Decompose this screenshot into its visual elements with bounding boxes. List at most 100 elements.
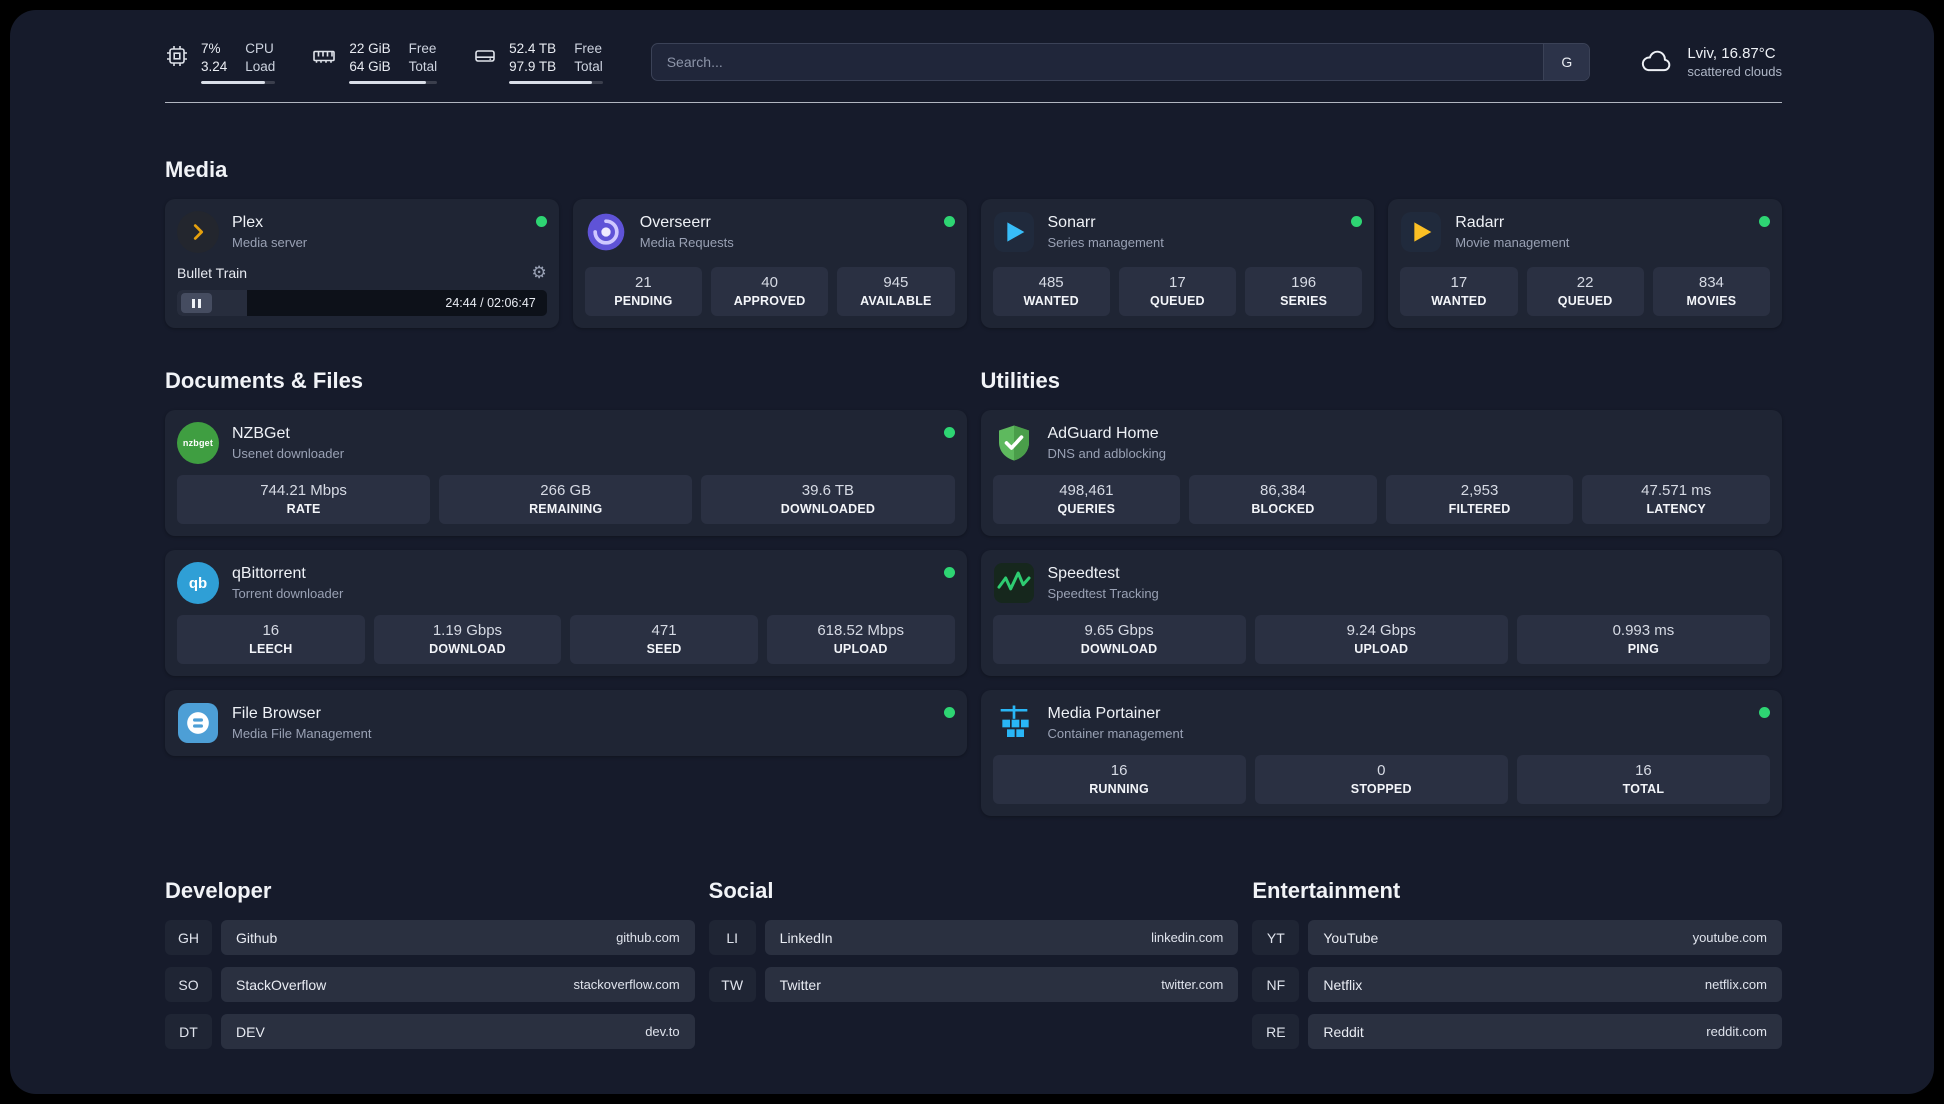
overseerr-card[interactable]: Overseerr Media Requests 21 PENDING 40 A… (572, 199, 967, 328)
filebrowser-icon (177, 702, 219, 744)
sonarr-icon (993, 211, 1035, 253)
stat-value: 834 (1698, 274, 1724, 291)
stat-value: 39.6 TB (801, 482, 855, 499)
stat-value: 498,461 (1059, 482, 1114, 499)
media-section-title: Media (165, 157, 228, 182)
bookmark-linkedin[interactable]: LI LinkedIn linkedin.com (708, 920, 1239, 955)
documents-section-title: Documents & Files (165, 368, 364, 393)
status-dot (943, 567, 955, 578)
stat-tile: 16 LEECH (177, 615, 365, 664)
stat-value: 16 (262, 622, 280, 639)
stat-tile: 39.6 TB DOWNLOADED (701, 475, 955, 524)
status-dot (1759, 216, 1770, 227)
bookmark-domain: dev.to (645, 1024, 680, 1039)
stat-value: 196 (1291, 274, 1317, 291)
app-title: Plex (232, 214, 264, 231)
stat-label: PENDING (614, 294, 673, 308)
speedtest-icon (993, 562, 1035, 604)
stat-tile: 17 WANTED (1400, 267, 1518, 316)
stat-tile: 9.24 Gbps UPLOAD (1254, 615, 1508, 664)
stat-tile: 266 GB REMAINING (439, 475, 693, 524)
qbittorrent-card[interactable]: qb qBittorrent Torrent downloader 16 LEE… (165, 550, 967, 676)
radarr-card[interactable]: Radarr Movie management 17 WANTED 22 QUE… (1388, 199, 1782, 328)
bookmark-youtube[interactable]: YT YouTube youtube.com (1252, 920, 1782, 955)
bookmark-name: DEV (236, 1023, 265, 1040)
cpu-bar (201, 81, 276, 84)
app-subtitle: Torrent downloader (232, 586, 344, 601)
cpu-widget: 7% CPU 3.24 Load (165, 40, 276, 84)
adguard-card[interactable]: AdGuard Home DNS and adblocking 498,461 … (980, 410, 1782, 536)
memory-widget: 22 GiB Free 64 GiB Total (311, 40, 438, 84)
stat-tile: 17 QUEUED (1118, 267, 1236, 316)
qbittorrent-icon-text: qb (188, 574, 208, 592)
disk-total-label: Total (574, 59, 603, 74)
stat-value: 40 (761, 274, 778, 291)
app-title: qBittorrent (232, 565, 306, 582)
plex-card[interactable]: Plex Media server Bullet Train ⚙ 24:44 /… (165, 199, 559, 328)
search-engine-button[interactable]: G (1543, 44, 1590, 80)
stat-tile: 40 APPROVED (711, 267, 829, 316)
app-title: File Browser (232, 705, 321, 722)
memory-free-value: 22 GiB (349, 41, 391, 56)
app-subtitle: Media File Management (232, 726, 372, 741)
playback-progress-bar[interactable]: 24:44 / 02:06:47 (177, 290, 547, 316)
stat-value: 744.21 Mbps (260, 482, 347, 499)
search-input[interactable] (651, 44, 1544, 80)
bookmark-reddit[interactable]: RE Reddit reddit.com (1252, 1014, 1782, 1049)
stat-tile: 21 PENDING (584, 267, 702, 316)
stat-tile: 485 WANTED (992, 267, 1110, 316)
app-title: Sonarr (1047, 214, 1096, 231)
entertainment-section: Entertainment YT YouTube youtube.com NF … (1252, 878, 1782, 1049)
stat-tile: 16 TOTAL (1516, 755, 1770, 804)
bookmark-name: LinkedIn (779, 929, 833, 946)
stat-value: 22 (1576, 274, 1594, 291)
bookmark-netflix[interactable]: NF Netflix netflix.com (1252, 967, 1782, 1002)
nzbget-card[interactable]: nzbget NZBGet Usenet downloader 744.21 M… (165, 410, 967, 536)
stat-label: STOPPED (1350, 782, 1412, 796)
bookmark-domain: stackoverflow.com (573, 977, 680, 992)
radarr-icon (1400, 211, 1442, 253)
app-subtitle: Media Requests (639, 235, 734, 250)
top-bar: 7% CPU 3.24 Load 22 GiB Free 64 GiB Tota… (165, 40, 1782, 84)
app-subtitle: Media server (232, 235, 308, 250)
bookmark-stackoverflow[interactable]: SO StackOverflow stackoverflow.com (165, 967, 695, 1002)
stat-label: QUEUED (1150, 294, 1205, 308)
pause-button[interactable] (181, 293, 212, 313)
bookmark-twitter[interactable]: TW Twitter twitter.com (708, 967, 1239, 1002)
stat-tile: 834 MOVIES (1652, 267, 1770, 316)
header-divider (165, 102, 1782, 103)
sonarr-card[interactable]: Sonarr Series management 485 WANTED 17 Q… (980, 199, 1375, 328)
bookmark-domain: youtube.com (1692, 930, 1767, 945)
memory-total-label: Total (408, 59, 438, 74)
stat-tile: 9.65 Gbps DOWNLOAD (992, 615, 1246, 664)
bookmark-abbr: TW (708, 967, 756, 1002)
adguard-icon (993, 422, 1035, 464)
cpu-icon (167, 46, 187, 66)
stat-value: 16 (1110, 762, 1128, 779)
bookmark-github[interactable]: GH Github github.com (165, 920, 695, 955)
disk-free-label: Free (574, 41, 602, 56)
stat-label: WANTED (1023, 294, 1079, 308)
gear-icon[interactable]: ⚙ (531, 263, 547, 282)
portainer-card[interactable]: Media Portainer Container management 16 … (980, 690, 1782, 816)
stat-label: DOWNLOAD (1080, 642, 1158, 656)
cpu-percent: 7% (201, 41, 221, 56)
stat-tile: 1.19 Gbps DOWNLOAD (373, 615, 562, 664)
bookmark-name: Reddit (1323, 1023, 1364, 1040)
cpu-load-label: Load (245, 59, 276, 74)
bookmark-dev[interactable]: DT DEV dev.to (165, 1014, 695, 1049)
speedtest-card[interactable]: Speedtest Speedtest Tracking 9.65 Gbps D… (980, 550, 1782, 676)
qbittorrent-icon: qb (177, 562, 219, 604)
bookmark-abbr: RE (1252, 1014, 1300, 1049)
stat-label: REMAINING (529, 502, 603, 516)
filebrowser-card[interactable]: File Browser Media File Management (165, 690, 967, 756)
status-dot (1351, 216, 1363, 227)
stat-label: MOVIES (1686, 294, 1737, 308)
bookmark-abbr: SO (165, 967, 212, 1002)
stat-label: RUNNING (1089, 782, 1149, 796)
stat-label: UPLOAD (833, 642, 888, 656)
memory-bar (349, 81, 438, 84)
developer-section-title: Developer (165, 878, 272, 903)
stat-tile: 618.52 Mbps UPLOAD (766, 615, 955, 664)
stat-value: 471 (651, 622, 677, 639)
